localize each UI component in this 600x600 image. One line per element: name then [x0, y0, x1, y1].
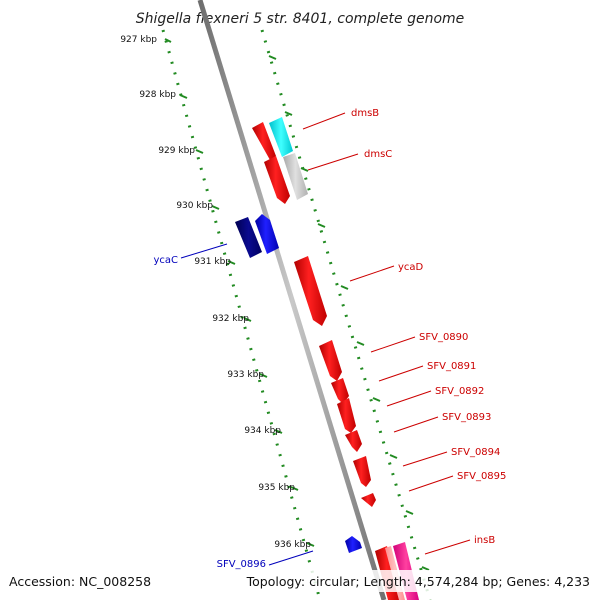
tick-label: 929 kbp [158, 146, 195, 156]
gene-ycaC-part[interactable] [255, 214, 279, 254]
gene-dmsB-part[interactable] [252, 122, 276, 160]
tick-label: 933 kbp [227, 370, 264, 380]
genome-backbone [197, 0, 387, 600]
accession-text: Accession: NC_008258 [9, 574, 151, 589]
gene-dmsC-part[interactable] [264, 156, 290, 204]
right-ruler-track [260, 29, 432, 600]
right-ruler-ticks [268, 55, 430, 571]
footer-background [0, 570, 600, 592]
gene-label-SFV_0895: SFV_0895 [457, 471, 506, 482]
gene-label-ycaD: ycaD [398, 262, 424, 273]
tick-label: 927 kbp [120, 35, 157, 45]
gene-dmsC[interactable] [283, 153, 308, 200]
tick-label: 932 kbp [212, 314, 249, 324]
gene-label-dmsC: dmsC [364, 149, 392, 160]
gene-SFV_0893[interactable] [345, 430, 362, 452]
gene-label-SFV_0894: SFV_0894 [451, 447, 500, 458]
gene-label-insB: insB [474, 535, 495, 546]
tick-label: 934 kbp [244, 426, 281, 436]
gene-label-SFV_0890: SFV_0890 [419, 332, 468, 343]
gene-label-SFV_0891: SFV_0891 [427, 361, 476, 372]
tick-label: 931 kbp [194, 257, 231, 267]
gene-SFV_0892[interactable] [337, 398, 356, 433]
gene-SFV_0890[interactable] [319, 340, 342, 381]
tick-label: 930 kbp [176, 201, 213, 211]
ruler-labels: 927 kbp 928 kbp 929 kbp 930 kbp 931 kbp … [120, 35, 311, 550]
tick-label: 928 kbp [139, 90, 176, 100]
gene-ycaD[interactable] [294, 256, 327, 326]
gene-SFV_0891[interactable] [331, 378, 349, 404]
tick-label: 936 kbp [274, 540, 311, 550]
gene-SFV_0894[interactable] [353, 456, 371, 487]
topology-text: Topology: circular; Length: 4,574,284 bp… [246, 574, 590, 589]
gene-features [235, 117, 419, 600]
gene-SFV_0896[interactable] [345, 536, 362, 553]
gene-labels: dmsB dmsC ycaD SFV_0890 SFV_0891 SFV_089… [153, 108, 506, 570]
label-leaders [180, 112, 471, 566]
gene-label-ycaC: ycaC [153, 255, 178, 266]
gene-label-SFV_0892: SFV_0892 [435, 386, 484, 397]
gene-label-dmsB: dmsB [351, 108, 379, 119]
gene-label-SFV_0893: SFV_0893 [442, 412, 491, 423]
tick-label: 935 kbp [258, 483, 295, 493]
gene-ycaC[interactable] [235, 217, 262, 258]
map-title: Shigella flexneri 5 str. 8401, complete … [136, 11, 465, 27]
gene-dmsB[interactable] [269, 117, 293, 157]
gene-label-SFV_0896: SFV_0896 [217, 559, 266, 570]
left-ruler-ticks [164, 38, 315, 547]
gene-SFV_0895[interactable] [361, 493, 376, 507]
